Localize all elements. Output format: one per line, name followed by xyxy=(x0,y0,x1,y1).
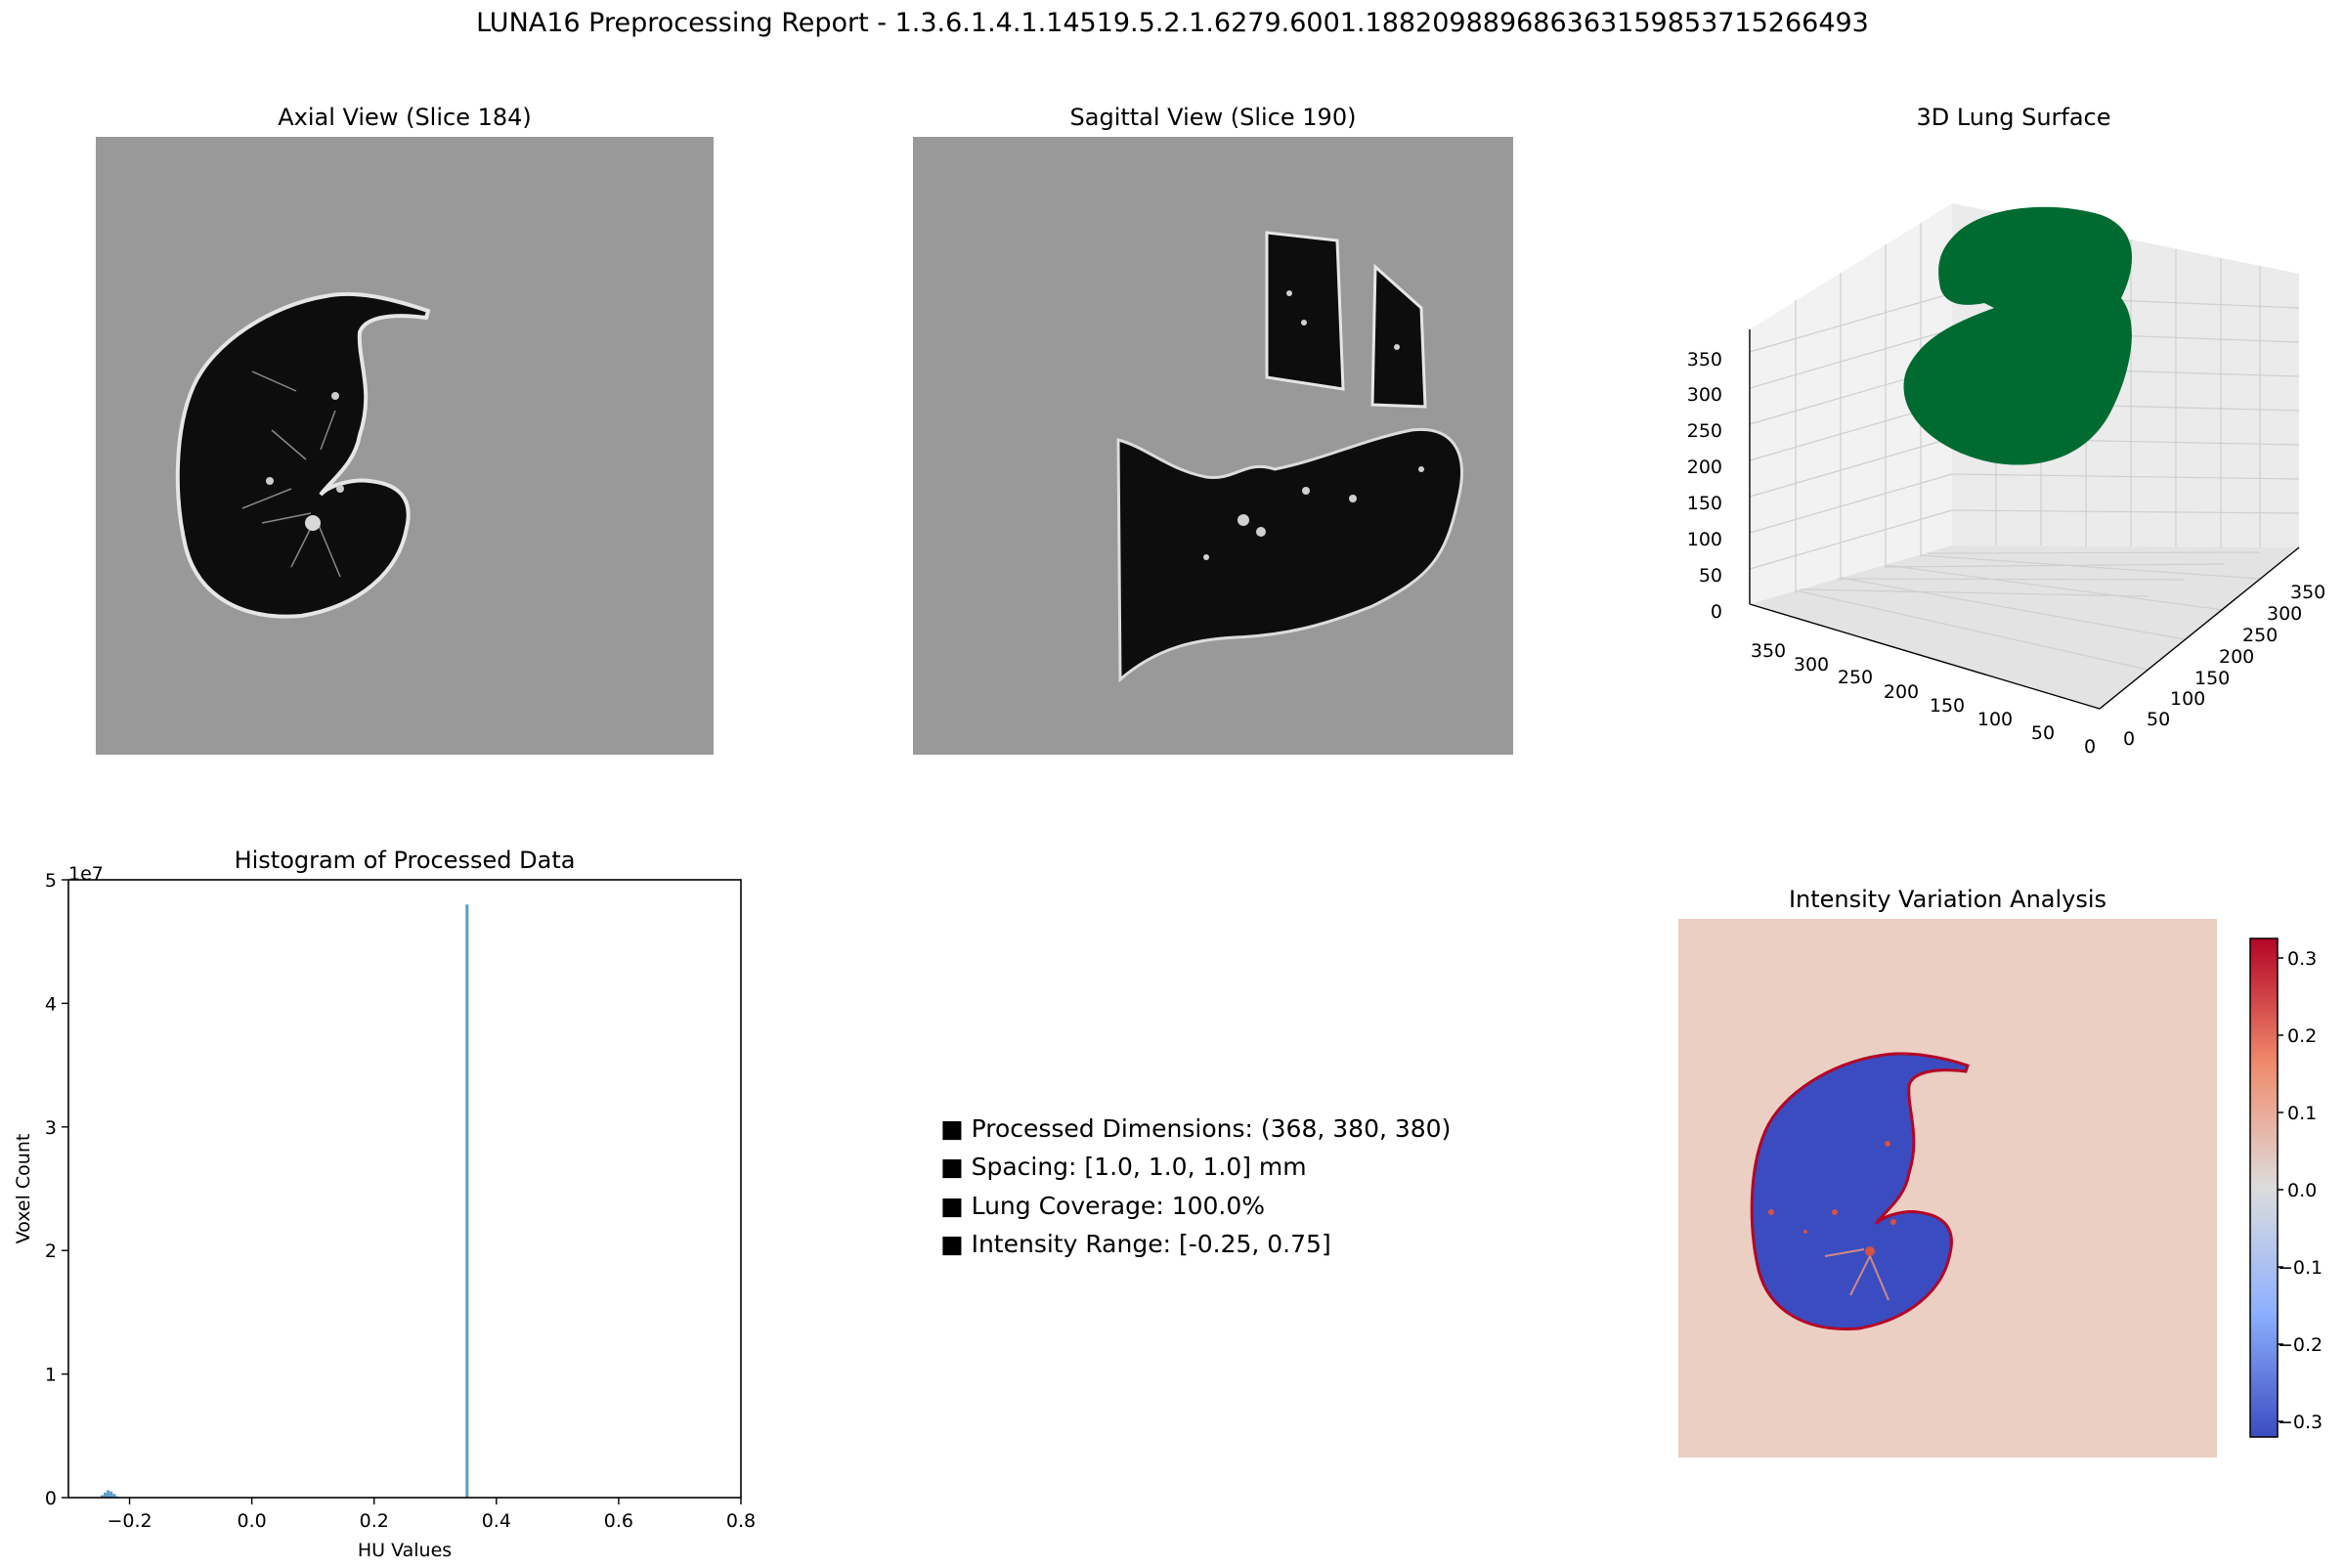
z-tick-350: 350 xyxy=(1687,349,1722,370)
y-axis-label: Voxel Count xyxy=(13,1134,34,1244)
x-tick-label: −0.2 xyxy=(107,1510,152,1532)
y-tick-300: 300 xyxy=(2267,603,2302,625)
info-line-coverage: ■ Lung Coverage: 100.0% xyxy=(940,1192,1265,1220)
x-tick-label: 0.0 xyxy=(238,1510,267,1532)
x-tick-350: 350 xyxy=(1751,640,1786,662)
surface3d-axes: 0 50 100 150 200 250 300 350 350 300 250… xyxy=(1687,203,2325,758)
z-tick-200: 200 xyxy=(1687,457,1722,478)
surface3d-title: 3D Lung Surface xyxy=(1916,104,2111,131)
colorbar-tick-5: −0.2 xyxy=(2278,1334,2323,1356)
bullet-icon: ■ xyxy=(940,1114,964,1143)
intensity-colorbar: 0.3 0.2 0.1 0.0 −0.1 −0.2 −0.3 xyxy=(2249,937,2323,1438)
z-tick-300: 300 xyxy=(1687,384,1722,406)
colorbar-tick-0: 0.3 xyxy=(2287,948,2317,970)
bullet-icon: ■ xyxy=(940,1153,964,1181)
colorbar-tick-1: 0.2 xyxy=(2287,1025,2317,1047)
z-tick-100: 100 xyxy=(1687,529,1722,550)
y-tick-200: 200 xyxy=(2219,646,2254,668)
bullet-icon: ■ xyxy=(940,1230,964,1258)
histogram-bar-2 xyxy=(107,1490,110,1498)
bullet-icon: ■ xyxy=(940,1192,964,1220)
z-tick-0: 0 xyxy=(1711,601,1722,623)
histogram-bar-3 xyxy=(109,1491,113,1498)
colorbar-tick-2: 0.1 xyxy=(2287,1103,2317,1124)
y-tick-0: 0 xyxy=(2123,728,2135,750)
x-tick-100: 100 xyxy=(1977,709,2013,730)
histogram-bar-6 xyxy=(465,904,469,1498)
x-tick-50: 50 xyxy=(2031,722,2055,744)
intensity-lung-map xyxy=(1750,1052,1970,1330)
histogram-bar-0 xyxy=(100,1495,104,1498)
surface3d-plot: 0 50 100 150 200 250 300 350 350 300 250… xyxy=(1662,137,2345,782)
y-multiplier: 1e7 xyxy=(68,863,104,885)
sagittal-view-title: Sagittal View (Slice 190) xyxy=(1069,104,1357,131)
x-tick-label: 0.4 xyxy=(482,1510,511,1532)
x-tick-250: 250 xyxy=(1838,667,1873,688)
histogram-frame xyxy=(67,879,742,1499)
y-tick-label: 1 xyxy=(45,1365,57,1386)
info-coverage-text: Lung Coverage: 100.0% xyxy=(971,1192,1266,1220)
x-axis-label: HU Values xyxy=(358,1540,452,1561)
axial-view-title: Axial View (Slice 184) xyxy=(278,104,532,131)
y-tick-250: 250 xyxy=(2242,625,2278,646)
x-tick-label: 0.8 xyxy=(726,1510,756,1532)
colorbar-tick-3: 0.0 xyxy=(2287,1180,2317,1201)
info-spacing-text: Spacing: [1.0, 1.0, 1.0] mm xyxy=(971,1153,1307,1181)
report-title: LUNA16 Preprocessing Report - 1.3.6.1.4.… xyxy=(476,8,1869,38)
intensity-title: Intensity Variation Analysis xyxy=(1788,886,2107,913)
x-tick-label: 0.6 xyxy=(604,1510,633,1532)
info-range-text: Intensity Range: [-0.25, 0.75] xyxy=(971,1230,1331,1258)
x-tick-0: 0 xyxy=(2084,736,2096,758)
info-line-range: ■ Intensity Range: [-0.25, 0.75] xyxy=(940,1230,1331,1258)
axial-lung-slice xyxy=(175,291,431,619)
info-dimensions-text: Processed Dimensions: (368, 380, 380) xyxy=(971,1114,1452,1143)
y-tick-label: 0 xyxy=(45,1488,57,1509)
y-tick-350: 350 xyxy=(2290,582,2325,603)
colorbar-tick-4: −0.1 xyxy=(2278,1257,2323,1279)
y-tick-150: 150 xyxy=(2194,668,2230,689)
y-tick-label: 3 xyxy=(45,1117,57,1139)
z-tick-50: 50 xyxy=(1699,565,1722,587)
x-tick-label: 0.2 xyxy=(360,1510,389,1532)
y-tick-label: 4 xyxy=(45,993,57,1015)
histogram-chart: 1e7 −0.2 0.0 0.2 0.4 0.6 0.8 0 1 2 3 4 5 HU Values… xyxy=(13,863,756,1561)
axial-view-image xyxy=(96,137,714,755)
y-tick-label: 2 xyxy=(45,1241,57,1262)
histogram-bar-4 xyxy=(112,1494,116,1498)
sagittal-view-image xyxy=(913,137,1513,755)
colorbar-gradient xyxy=(2249,937,2279,1438)
colorbar-tick-6: −0.3 xyxy=(2278,1412,2323,1433)
info-line-spacing: ■ Spacing: [1.0, 1.0, 1.0] mm xyxy=(940,1153,1307,1181)
intensity-map xyxy=(1678,919,2217,1458)
y-tick-label: 5 xyxy=(45,870,57,892)
histogram-title: Histogram of Processed Data xyxy=(234,847,576,874)
sagittal-lung-slice xyxy=(1116,231,1463,683)
z-tick-150: 150 xyxy=(1687,493,1722,514)
y-tick-50: 50 xyxy=(2147,709,2170,730)
x-tick-200: 200 xyxy=(1884,681,1919,703)
x-tick-150: 150 xyxy=(1930,695,1965,717)
y-tick-100: 100 xyxy=(2170,688,2205,710)
z-tick-250: 250 xyxy=(1687,420,1722,442)
info-line-dimensions: ■ Processed Dimensions: (368, 380, 380) xyxy=(940,1114,1451,1143)
histogram-bar-1 xyxy=(104,1492,108,1498)
x-tick-300: 300 xyxy=(1794,654,1829,675)
